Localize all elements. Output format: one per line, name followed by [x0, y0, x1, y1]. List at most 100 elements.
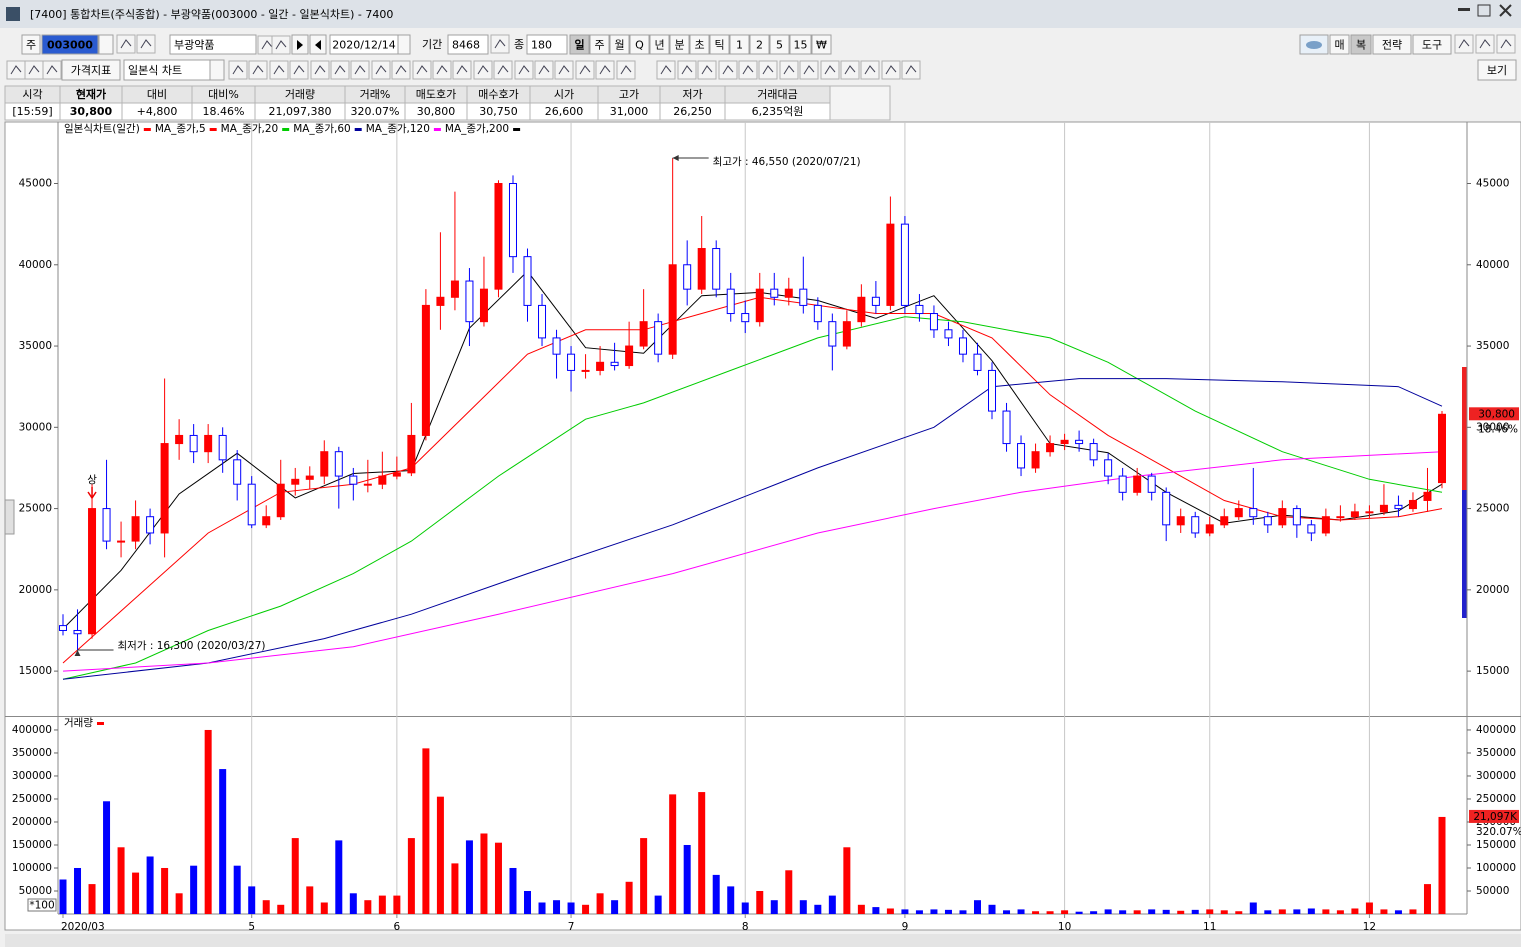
- draw-tool-icon[interactable]: [310, 60, 330, 80]
- volume-bar: [277, 904, 285, 914]
- candle-body: [625, 345, 634, 367]
- low-annotation: 최저가 : 16,300 (2020/03/27): [118, 640, 266, 652]
- draw-tool-icon[interactable]: [575, 60, 595, 80]
- quote-value: 26,600: [545, 105, 584, 118]
- view-button[interactable]: [1477, 59, 1517, 81]
- interval-button[interactable]: [569, 34, 590, 55]
- draw-tool-icon[interactable]: [697, 60, 717, 80]
- draw-tool-icon[interactable]: [616, 60, 636, 80]
- interval-button[interactable]: [709, 34, 730, 55]
- indicator-button[interactable]: [61, 59, 121, 81]
- search-icon[interactable]: [116, 34, 136, 54]
- y-tick-label-left: 20000: [19, 584, 52, 596]
- tool-icon[interactable]: [1454, 34, 1474, 54]
- right-button[interactable]: [1412, 34, 1452, 55]
- side-toggle[interactable]: [4, 499, 15, 535]
- arrows-icon[interactable]: [24, 60, 44, 80]
- volume-bar: [364, 900, 372, 914]
- draw-tool-icon[interactable]: [371, 60, 391, 80]
- draw-tool-icon[interactable]: [738, 60, 758, 80]
- edit-icon[interactable]: [42, 60, 62, 80]
- interval-button[interactable]: [609, 34, 630, 55]
- right-button[interactable]: [1350, 34, 1372, 55]
- date-dropdown[interactable]: [397, 34, 411, 55]
- interval-button[interactable]: [689, 34, 710, 55]
- legend-label: MA_종가,120: [366, 123, 430, 135]
- volume-bar: [799, 900, 807, 914]
- interval-button[interactable]: [749, 34, 770, 55]
- window-controls[interactable]: [1458, 4, 1512, 17]
- style-dropdown[interactable]: [209, 59, 225, 81]
- x-tick-label: 6: [394, 921, 401, 933]
- draw-tool-icon[interactable]: [248, 60, 268, 80]
- interval-button[interactable]: [729, 34, 750, 55]
- draw-tool-icon[interactable]: [820, 60, 840, 80]
- draw-tool-icon[interactable]: [350, 60, 370, 80]
- candle-body: [1191, 516, 1200, 534]
- maximize[interactable]: [1477, 4, 1491, 17]
- count-field[interactable]: [526, 34, 568, 55]
- draw-tool-icon[interactable]: [860, 60, 880, 80]
- draw-tool-icon[interactable]: [534, 60, 554, 80]
- draw-tool-icon[interactable]: [840, 60, 860, 80]
- name-field[interactable]: [169, 34, 257, 55]
- draw-tool-icon[interactable]: [758, 60, 778, 80]
- volume-bar: [1119, 910, 1127, 914]
- up-icon[interactable]: [6, 60, 26, 80]
- draw-tool-icon[interactable]: [656, 60, 676, 80]
- draw-tool-icon[interactable]: [473, 60, 493, 80]
- right-button-label: 복: [1356, 39, 1366, 52]
- interval-button[interactable]: [789, 34, 812, 55]
- interval-button[interactable]: [769, 34, 790, 55]
- draw-tool-icon[interactable]: [493, 60, 513, 80]
- draw-tool-icon[interactable]: [901, 60, 921, 80]
- interval-button[interactable]: [811, 34, 832, 55]
- close[interactable]: [1499, 4, 1512, 17]
- minimize[interactable]: [1458, 8, 1470, 11]
- draw-tool-icon[interactable]: [289, 60, 309, 80]
- candle-body: [117, 540, 126, 543]
- code-dropdown[interactable]: [98, 34, 114, 55]
- interval-button-label: ₩: [816, 39, 827, 52]
- draw-tool-icon[interactable]: [228, 60, 248, 80]
- lock-icon[interactable]: [271, 35, 291, 55]
- interval-button[interactable]: [649, 34, 670, 55]
- draw-tool-icon[interactable]: [452, 60, 472, 80]
- name-field-label: 부광약품: [174, 38, 214, 52]
- draw-tool-icon[interactable]: [412, 60, 432, 80]
- draw-tool-icon[interactable]: [718, 60, 738, 80]
- period-icon[interactable]: [490, 34, 510, 54]
- draw-tool-icon[interactable]: [330, 60, 350, 80]
- right-button[interactable]: [1329, 34, 1350, 55]
- draw-tool-icon[interactable]: [881, 60, 901, 80]
- draw-tool-icon-glyph: [354, 65, 366, 75]
- code-input[interactable]: [41, 34, 99, 55]
- interval-button[interactable]: [589, 34, 610, 55]
- draw-tool-icon[interactable]: [677, 60, 697, 80]
- interval-button[interactable]: [629, 34, 650, 55]
- volume-bar: [59, 879, 67, 914]
- market-select[interactable]: [21, 34, 41, 55]
- tool-icon[interactable]: [1496, 34, 1516, 54]
- interval-button[interactable]: [669, 34, 690, 55]
- candle-body: [842, 321, 851, 347]
- draw-tool-icon[interactable]: [799, 60, 819, 80]
- sort-icon[interactable]: [136, 34, 156, 54]
- volume-bar: [378, 895, 386, 914]
- volume-bar: [857, 904, 865, 914]
- volume-bar: [88, 884, 96, 914]
- code-input-label: 003000: [47, 39, 93, 52]
- draw-tool-icon[interactable]: [554, 60, 574, 80]
- draw-tool-icon[interactable]: [779, 60, 799, 80]
- volume-bar: [320, 902, 328, 914]
- draw-tool-icon[interactable]: [514, 60, 534, 80]
- right-button[interactable]: [1372, 34, 1412, 55]
- period-field[interactable]: [447, 34, 489, 55]
- quote-header: 매수호가: [478, 88, 518, 101]
- draw-tool-icon[interactable]: [432, 60, 452, 80]
- draw-tool-icon[interactable]: [391, 60, 411, 80]
- draw-tool-icon[interactable]: [595, 60, 615, 80]
- draw-tool-icon[interactable]: [269, 60, 289, 80]
- tool-icon[interactable]: [1475, 34, 1495, 54]
- volume-bar: [1293, 909, 1301, 914]
